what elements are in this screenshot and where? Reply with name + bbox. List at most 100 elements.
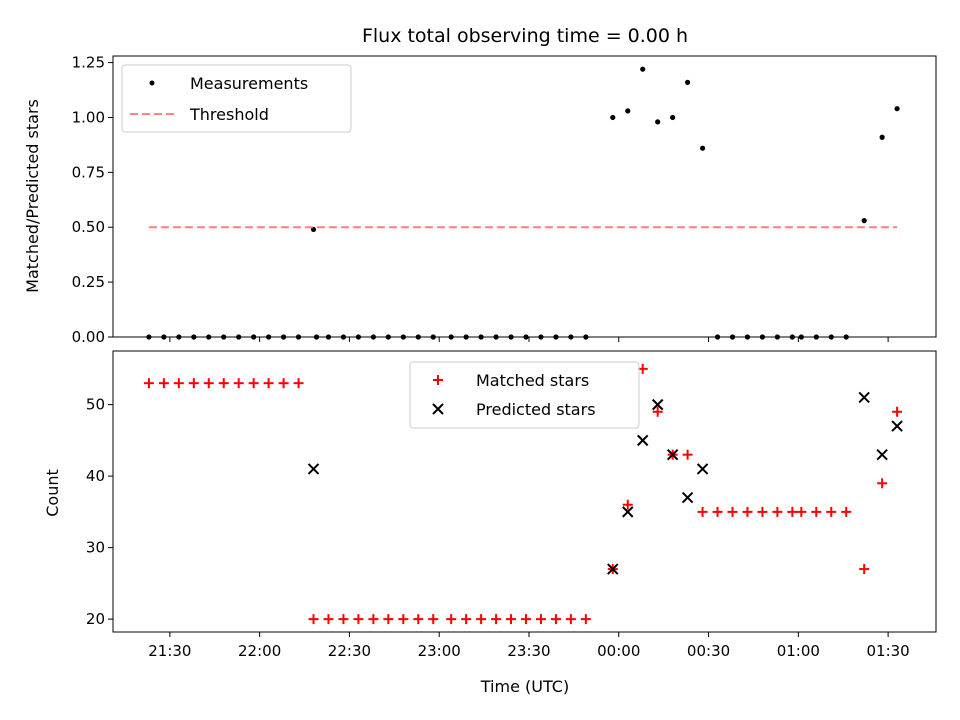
matched-stars-point <box>158 378 169 389</box>
bottom-series-group <box>143 363 903 625</box>
predicted-stars-point <box>681 491 694 504</box>
matched-stars-point <box>446 614 457 625</box>
top-y-axis-ticks: 0.00 0.25 0.50 0.75 1.00 1.25 <box>72 54 113 346</box>
bottom-legend: Matched stars Predicted stars <box>409 361 640 429</box>
matched-stars-point <box>580 614 591 625</box>
matched-stars-point <box>796 506 807 517</box>
measurement-point <box>699 145 706 151</box>
top-plot-frame <box>112 55 937 338</box>
matched-stars-point <box>293 378 304 389</box>
x-tick-label: 00:00 <box>597 642 640 660</box>
matched-stars-point <box>203 378 214 389</box>
matched-stars-point <box>550 614 561 625</box>
x-tick-label: 22:00 <box>238 642 281 660</box>
matched-stars-point <box>712 506 723 517</box>
top-y-tick-label: 0.75 <box>72 163 105 181</box>
x-tick-label: 23:00 <box>418 642 461 660</box>
matched-stars-point <box>233 378 244 389</box>
measurement-point <box>879 134 885 140</box>
matched-stars-point <box>565 614 576 625</box>
top-panel: 0.00 0.25 0.50 0.75 1.00 1.25 Matched/Predict… <box>23 54 937 346</box>
matched-stars-point <box>461 614 472 625</box>
matched-stars-point <box>428 614 439 625</box>
matched-stars-point <box>772 506 783 517</box>
predicted-stars-point <box>696 463 709 475</box>
legend-predicted-marker <box>432 403 444 415</box>
matched-stars-point <box>682 449 693 460</box>
matched-stars-point <box>248 378 259 389</box>
matched-stars-point <box>338 614 349 625</box>
predicted-stars-point <box>622 506 634 518</box>
legend-predicted-label: Predicted stars <box>476 400 596 419</box>
x-tick-label: 21:30 <box>148 642 191 660</box>
legend-measurements-label: Measurements <box>190 74 308 93</box>
predicted-stars-point <box>666 448 679 461</box>
measurement-point <box>894 106 900 112</box>
matched-stars-point <box>353 614 364 625</box>
matched-stars-point <box>263 378 274 389</box>
measurement-point <box>640 66 646 72</box>
top-legend-box <box>121 64 352 133</box>
matched-stars-point <box>506 614 517 625</box>
measurement-point <box>861 218 867 224</box>
matched-stars-point <box>173 378 184 389</box>
top-y-axis-label: Matched/Predicted stars <box>23 99 42 293</box>
predicted-stars-point <box>651 398 664 411</box>
matched-stars-point <box>476 614 487 625</box>
top-y-tick-label: 0.25 <box>72 273 105 291</box>
top-y-tick-label: 1.25 <box>72 54 105 72</box>
matched-stars-point <box>323 614 334 625</box>
top-legend: Measurements Threshold <box>121 64 352 133</box>
bottom-y-tick-label: 50 <box>86 396 105 414</box>
bottom-x-axis-ticks: 21:30 22:00 22:30 23:00 23:30 00:00 00:30 01:00… <box>148 632 910 660</box>
predicted-stars-point <box>637 434 649 447</box>
top-y-tick-label: 0.00 <box>72 328 105 346</box>
bottom-panel: 20 30 40 50 21:30 22:00 22:30 23:00 23:30 00:00 0… <box>43 350 937 696</box>
measurement-point <box>655 119 661 125</box>
legend-measurements-marker <box>149 80 155 86</box>
matched-stars-point <box>368 614 379 625</box>
x-tick-label: 01:30 <box>866 642 909 660</box>
matched-stars-point <box>787 506 798 517</box>
bottom-y-axis-label: Count <box>43 469 62 517</box>
legend-matched-label: Matched stars <box>476 371 589 390</box>
predicted-stars-point <box>307 463 320 475</box>
matched-stars-point <box>188 378 199 389</box>
matched-stars-point <box>859 564 870 575</box>
matched-stars-point <box>826 506 837 517</box>
matched-stars-point <box>520 614 531 625</box>
measurement-point <box>625 108 631 114</box>
matched-stars-point <box>892 406 903 417</box>
matched-stars-point <box>742 506 753 517</box>
x-tick-label: 23:30 <box>507 642 550 660</box>
matched-stars-point <box>727 506 738 517</box>
top-y-tick-label: 0.50 <box>72 218 105 236</box>
matched-stars-point <box>278 378 289 389</box>
top-x-axis-ticks <box>169 337 889 342</box>
bottom-y-tick-label: 40 <box>86 467 105 485</box>
matched-stars-point <box>811 506 822 517</box>
matched-stars-point <box>398 614 409 625</box>
measurement-point <box>685 79 691 85</box>
measurement-point <box>670 114 676 121</box>
matched-stars-point <box>757 506 768 517</box>
predicted-stars-point <box>891 420 903 432</box>
predicted-stars-point <box>607 563 619 575</box>
matched-stars-point <box>143 378 154 389</box>
x-tick-label: 01:00 <box>777 642 820 660</box>
x-axis-label: Time (UTC) <box>480 677 569 696</box>
predicted-stars-point <box>858 391 870 404</box>
matched-stars-point <box>218 378 229 389</box>
matched-stars-point <box>383 614 394 625</box>
matched-stars-point <box>697 506 708 517</box>
matched-stars-point <box>308 614 319 625</box>
top-y-tick-label: 1.00 <box>72 108 105 126</box>
bottom-y-tick-label: 30 <box>86 539 105 557</box>
chart-title: Flux total observing time = 0.00 h <box>362 25 688 47</box>
matched-stars-point <box>652 406 663 417</box>
x-tick-label: 22:30 <box>328 642 371 660</box>
legend-matched-marker <box>433 375 443 385</box>
matched-stars-point <box>877 478 888 489</box>
x-tick-label: 00:30 <box>687 642 730 660</box>
